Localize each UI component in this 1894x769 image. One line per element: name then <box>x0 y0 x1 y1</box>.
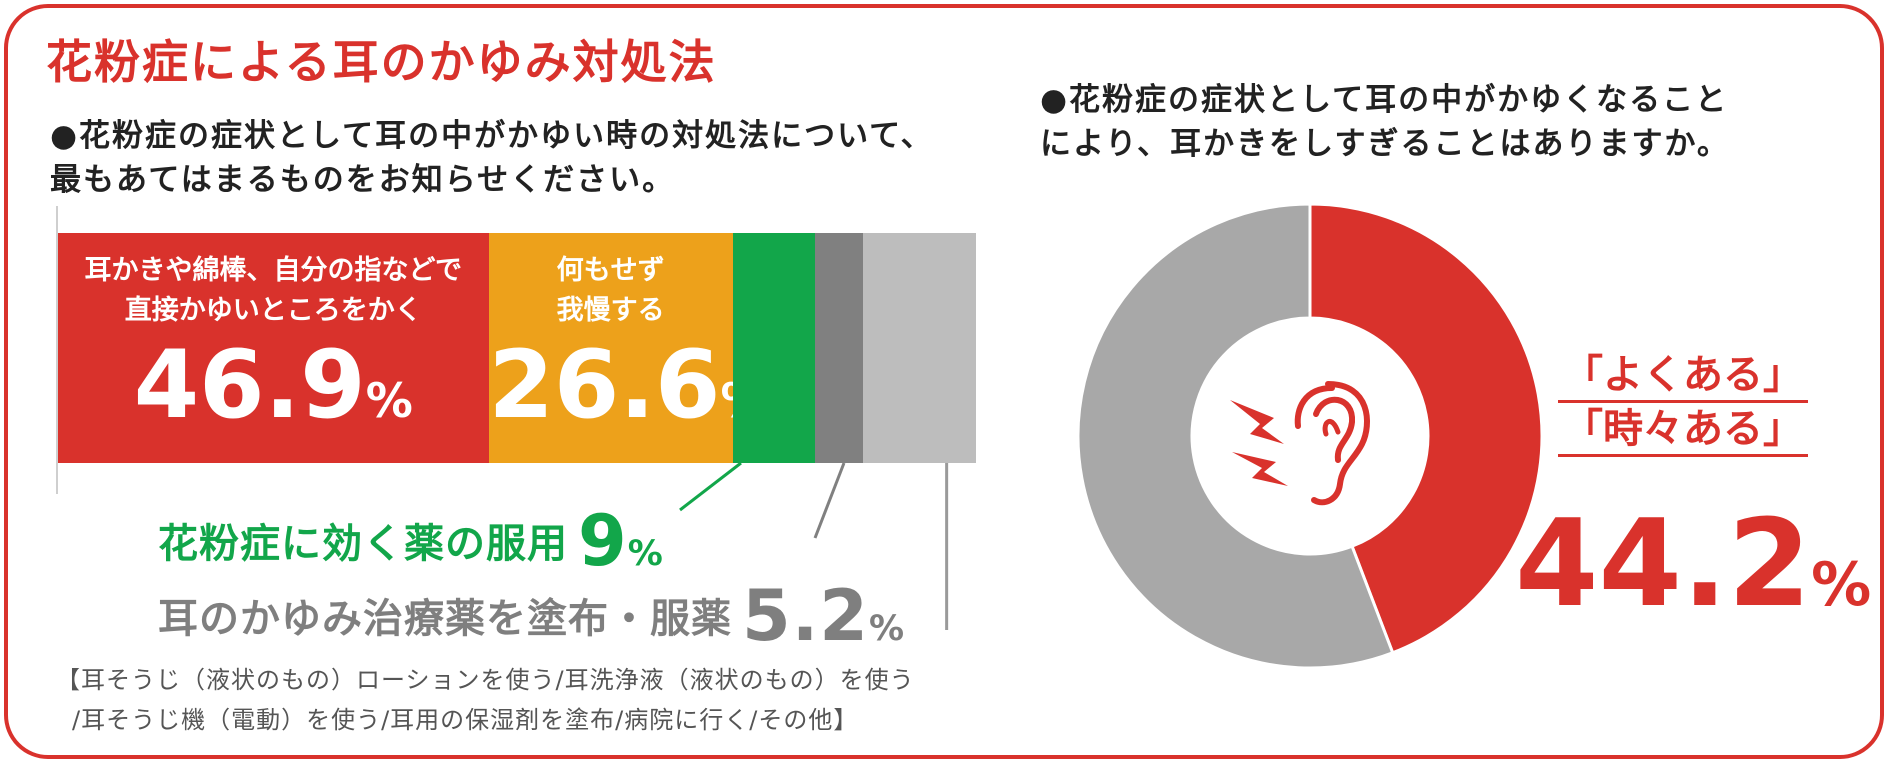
other-answers-note: 【耳そうじ（液状のもの）ローションを使う/耳洗浄液（液状のもの）を使う /耳そう… <box>56 660 915 740</box>
donut-slice-rest <box>1076 202 1395 670</box>
medicine-callout: 花粉症に効く薬の服用 9% <box>158 500 664 582</box>
card-frame <box>4 4 1884 759</box>
ointment-callout-label: 耳のかゆみ治療薬を塗布・服薬 <box>158 596 732 642</box>
bar-segment-scratch: 耳かきや綿棒、自分の指などで 直接かゆいところをかく 46.9% <box>58 233 489 463</box>
donut-slices <box>1076 202 1544 670</box>
bar-segment-endure-value: 26.6% <box>488 331 768 440</box>
medicine-callout-value: 9% <box>578 500 664 582</box>
page-title: 花粉症による耳のかゆみ対処法 <box>46 35 717 89</box>
bar-segment-scratch-value: 46.9% <box>133 331 413 440</box>
ear-itch-icon <box>1230 381 1370 506</box>
left-question: ●花粉症の症状として耳の中がかゆい時の対処法について、 最もあてはまるものをお知… <box>50 114 934 202</box>
medicine-callout-label: 花粉症に効く薬の服用 <box>158 521 568 567</box>
left-question-line1: ●花粉症の症状として耳の中がかゆい時の対処法について、 <box>50 118 934 154</box>
donut-label-often: 「よくある」 <box>1558 350 1808 403</box>
ointment-callout-value: 5.2% <box>742 575 906 657</box>
bar-segment-endure: 何もせず 我慢する 26.6% <box>488 233 768 463</box>
left-question-line2: 最もあてはまるものをお知らせください。 <box>50 162 676 198</box>
bar-segment-endure-label: 何もせず 我慢する <box>556 255 665 326</box>
donut-value: 44.2% <box>1515 495 1872 634</box>
donut-label-sometimes: 「時々ある」 <box>1558 404 1808 457</box>
donut-slice-yes <box>1308 202 1544 655</box>
bar-axis-line <box>56 206 58 494</box>
bar-segment-other <box>863 233 976 463</box>
bar-segment-scratch-label: 耳かきや綿棒、自分の指などで 直接かゆいところをかく <box>84 255 462 326</box>
other-answers-note-line1: 【耳そうじ（液状のもの）ローションを使う/耳洗浄液（液状のもの）を使う <box>56 666 915 694</box>
right-question: ●花粉症の症状として耳の中がかゆくなること により、耳かきをしすぎることはありま… <box>1040 78 1730 166</box>
right-question-line2: により、耳かきをしすぎることはありますか。 <box>1040 126 1730 162</box>
bar-segment-medicine <box>732 233 816 463</box>
ointment-callout: 耳のかゆみ治療薬を塗布・服薬 5.2% <box>158 575 905 657</box>
bar-segment-ointment <box>815 233 864 463</box>
other-answers-note-line2: /耳そうじ機（電動）を使う/耳用の保湿剤を塗布/病院に行く/その他】 <box>72 706 859 734</box>
right-question-line1: ●花粉症の症状として耳の中がかゆくなること <box>1040 82 1729 118</box>
donut-chart <box>1076 202 1544 670</box>
